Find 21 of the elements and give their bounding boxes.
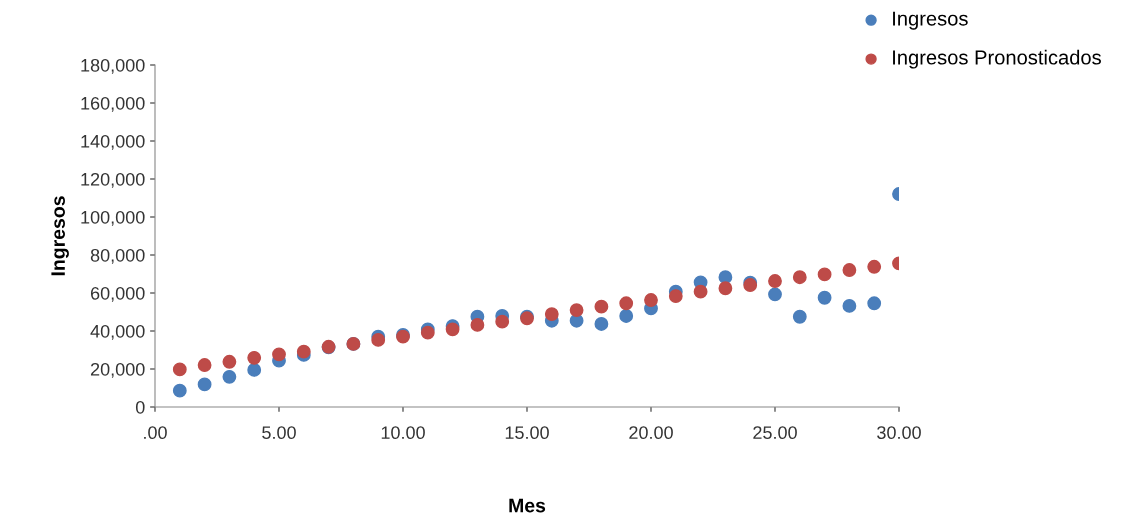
legend-label: Ingresos [893,11,968,30]
y-tick-label: 120,000 [81,172,145,188]
x-tick-label: 15.00 [505,426,549,440]
y-tick-label: 160,000 [81,96,145,112]
y-tick-label: 0 [135,400,145,414]
x-tick-label: 20.00 [629,426,673,440]
legend-label: Ingresos Pronosticados [893,49,1101,69]
y-tick-label: 80,000 [90,248,145,264]
y-tick-label: 140,000 [81,134,145,150]
y-tick-label: 180,000 [81,58,145,74]
x-tick-label: 5.00 [262,426,296,440]
x-tick-label: .00 [144,426,167,440]
y-tick-label: 100,000 [81,210,145,226]
x-tick-label: 10.00 [381,426,425,440]
x-axis-title: Mes [509,498,546,513]
y-tick-label: 60,000 [90,286,145,302]
y-axis-title: Ingresos [51,196,69,276]
y-tick-label: 40,000 [90,324,145,340]
x-tick-label: 30.00 [877,426,921,440]
x-tick-label: 25.00 [753,426,797,440]
y-tick-label: 20,000 [90,362,145,378]
